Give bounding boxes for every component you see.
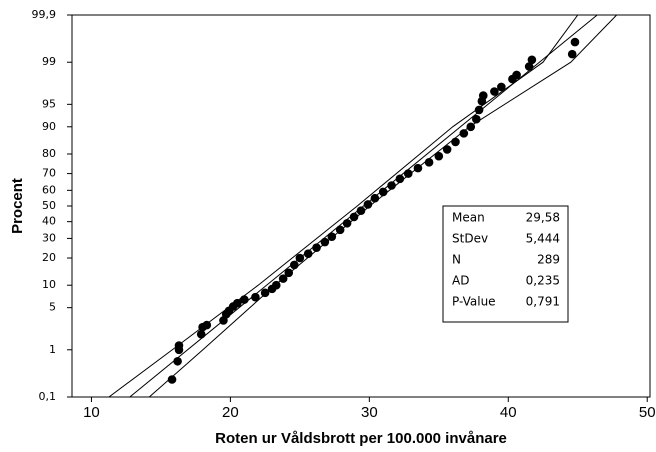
y-tick-label: 10 — [42, 278, 56, 291]
data-point — [320, 237, 330, 247]
data-point — [173, 356, 182, 366]
data-point — [478, 91, 488, 100]
data-point — [403, 169, 413, 178]
y-tick-label: 90 — [42, 120, 56, 133]
data-point — [196, 329, 206, 339]
x-axis-label: Roten ur Våldsbrott per 100.000 invånare — [215, 430, 507, 447]
data-point — [202, 320, 212, 330]
data-point — [370, 193, 380, 203]
data-point — [474, 105, 484, 115]
data-point — [284, 268, 294, 278]
data-point — [512, 70, 521, 80]
stat-label: P-Value — [452, 295, 496, 309]
stats-box — [442, 205, 569, 323]
y-tick-label: 60 — [42, 183, 56, 196]
x-tick-label: 10 — [83, 404, 100, 421]
data-point — [233, 298, 242, 308]
data-point — [251, 292, 260, 302]
data-point — [260, 288, 270, 298]
stat-label: StDev — [452, 232, 488, 246]
stat-value: 289 — [537, 253, 560, 267]
data-point — [567, 49, 577, 59]
y-tick-label: 1 — [49, 343, 56, 356]
data-point — [363, 200, 373, 209]
stat-label: AD — [452, 274, 469, 288]
data-point — [497, 82, 506, 92]
data-point — [378, 187, 388, 197]
y-tick-label: 70 — [42, 167, 56, 180]
y-tick-label: 40 — [42, 215, 56, 228]
data-point — [387, 181, 396, 190]
y-tick-label: 20 — [42, 251, 56, 264]
data-point — [434, 151, 444, 161]
data-point — [349, 212, 359, 222]
data-point — [424, 158, 434, 167]
data-point — [356, 206, 366, 215]
data-point — [327, 232, 337, 241]
data-point — [303, 249, 313, 259]
data-point — [312, 243, 321, 252]
stat-label: N — [452, 253, 461, 267]
data-point — [335, 225, 345, 235]
y-tick-label: 95 — [42, 97, 56, 110]
data-point — [239, 295, 249, 304]
data-point — [342, 218, 352, 228]
data-point — [174, 341, 184, 350]
stat-label: Mean — [452, 211, 485, 225]
data-point — [271, 280, 281, 290]
data-point — [290, 260, 299, 270]
data-point — [295, 253, 305, 263]
data-point — [570, 37, 580, 47]
y-tick-label: 5 — [49, 301, 56, 314]
data-point — [490, 87, 499, 96]
data-point — [472, 114, 481, 124]
y-tick-label: 80 — [42, 147, 56, 160]
y-tick-label: 99,9 — [32, 8, 57, 21]
data-point — [167, 375, 177, 384]
x-tick-label: 30 — [361, 404, 378, 421]
data-point — [413, 163, 423, 173]
data-point — [466, 122, 476, 132]
y-tick-label: 99 — [42, 55, 56, 68]
y-tick-label: 30 — [42, 231, 56, 244]
stat-value: 29,58 — [526, 211, 560, 225]
stat-value: 0,791 — [526, 295, 560, 309]
data-point — [527, 55, 537, 65]
y-axis-label: Procent — [9, 178, 26, 234]
data-point — [524, 62, 534, 71]
y-tick-label: 0,1 — [39, 390, 57, 403]
x-tick-label: 50 — [639, 404, 656, 421]
data-point — [395, 174, 405, 184]
data-point — [278, 274, 288, 283]
x-tick-label: 40 — [500, 404, 517, 421]
stat-value: 5,444 — [526, 232, 560, 246]
y-tick-label: 50 — [42, 199, 56, 212]
data-point — [459, 129, 469, 138]
stat-value: 0,235 — [526, 274, 560, 288]
fit-line — [108, 15, 579, 397]
x-tick-label: 20 — [222, 404, 239, 421]
data-point — [442, 145, 452, 154]
data-point — [451, 137, 460, 147]
